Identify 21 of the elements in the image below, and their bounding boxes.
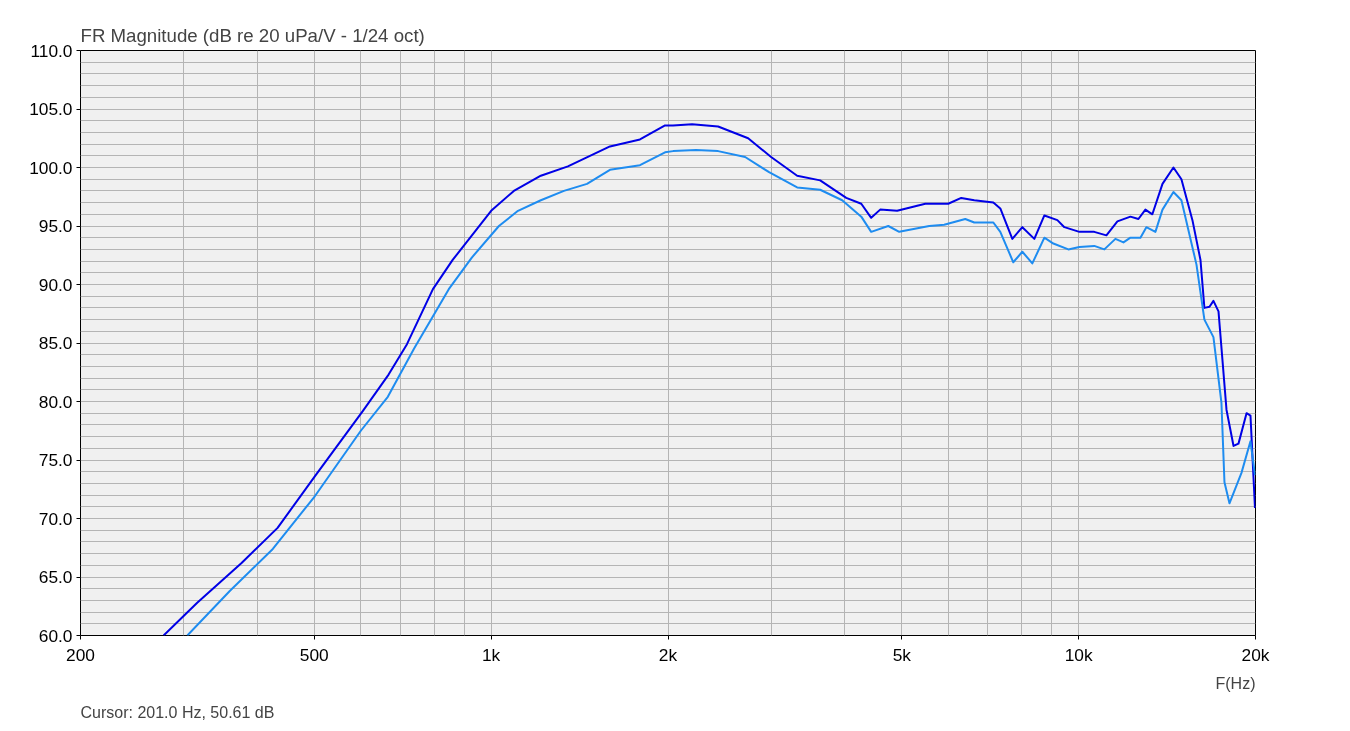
x-tick-label: 200: [66, 644, 95, 665]
x-tick-label: 20k: [1241, 644, 1270, 665]
y-tick-label: 95.0: [38, 216, 73, 236]
y-tick-label: 65.0: [38, 567, 73, 587]
text: Cursor: 201.0 Hz, 50.61 dB: [80, 703, 275, 721]
x-axis-title: F(Hz): [1215, 674, 1256, 692]
y-tick-label: 105.0: [29, 99, 73, 119]
y-tick-label: 75.0: [38, 450, 73, 470]
y-tick-label: 85.0: [38, 333, 73, 353]
x-tick-label: 1k: [481, 644, 501, 665]
chart-title: FR Magnitude (dB re 20 uPa/V - 1/24 oct): [80, 24, 425, 46]
y-tick-label: 80.0: [38, 391, 73, 412]
y-tick-label: 60.0: [38, 625, 73, 646]
x-tick-label: 5k: [892, 644, 912, 665]
x-tick-label: 10k: [1064, 644, 1093, 665]
y-tick-label: 90.0: [38, 274, 73, 295]
y-tick-label: 110.0: [30, 40, 73, 61]
y-tick-label: 70.0: [38, 508, 73, 529]
y-tick-label: 100.0: [29, 157, 73, 178]
x-tick-label: 500: [299, 644, 329, 665]
x-tick-label: 2k: [658, 644, 678, 665]
